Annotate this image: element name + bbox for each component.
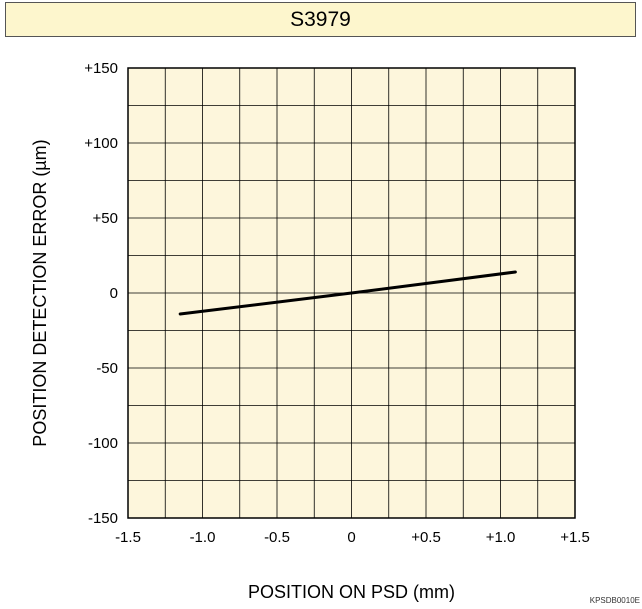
series-layer xyxy=(178,270,517,316)
x-tick-label: -1.0 xyxy=(190,529,216,546)
y-tick-label: +100 xyxy=(84,135,118,152)
y-axis-title-mu: µ xyxy=(30,160,50,170)
x-tick-label: 0 xyxy=(347,529,355,546)
y-tick-label: 0 xyxy=(110,285,118,302)
grid-lines xyxy=(128,68,575,518)
y-axis-title-prefix: POSITION DETECTION ERROR ( xyxy=(30,171,50,447)
x-tick-label: +1.5 xyxy=(560,529,590,546)
x-tick-label: -1.5 xyxy=(115,529,141,546)
tick-labels: -1.5 -1.0 -0.5 0 +0.5 +1.0 +1.5 +150 +100 +50 0 -50… xyxy=(84,60,590,546)
x-tick-label: +0.5 xyxy=(411,529,441,546)
x-tick-label: -0.5 xyxy=(264,529,290,546)
chart-title-text: S3979 xyxy=(290,7,351,31)
y-tick-label: -150 xyxy=(88,510,118,527)
y-tick-label: +150 xyxy=(84,60,118,77)
y-axis-title-suffix: m) xyxy=(30,139,50,160)
y-tick-label: -100 xyxy=(88,435,118,452)
y-tick-label: -50 xyxy=(96,360,118,377)
y-tick-label: +50 xyxy=(93,210,118,227)
document-code: KPSDB0010E xyxy=(589,596,640,605)
y-axis-title: POSITION DETECTION ERROR (µm) xyxy=(30,139,50,446)
x-axis-title: POSITION ON PSD (mm) xyxy=(248,582,455,602)
series-line xyxy=(178,270,517,316)
x-tick-label: +1.0 xyxy=(486,529,516,546)
chart-title: S3979 xyxy=(5,2,636,37)
